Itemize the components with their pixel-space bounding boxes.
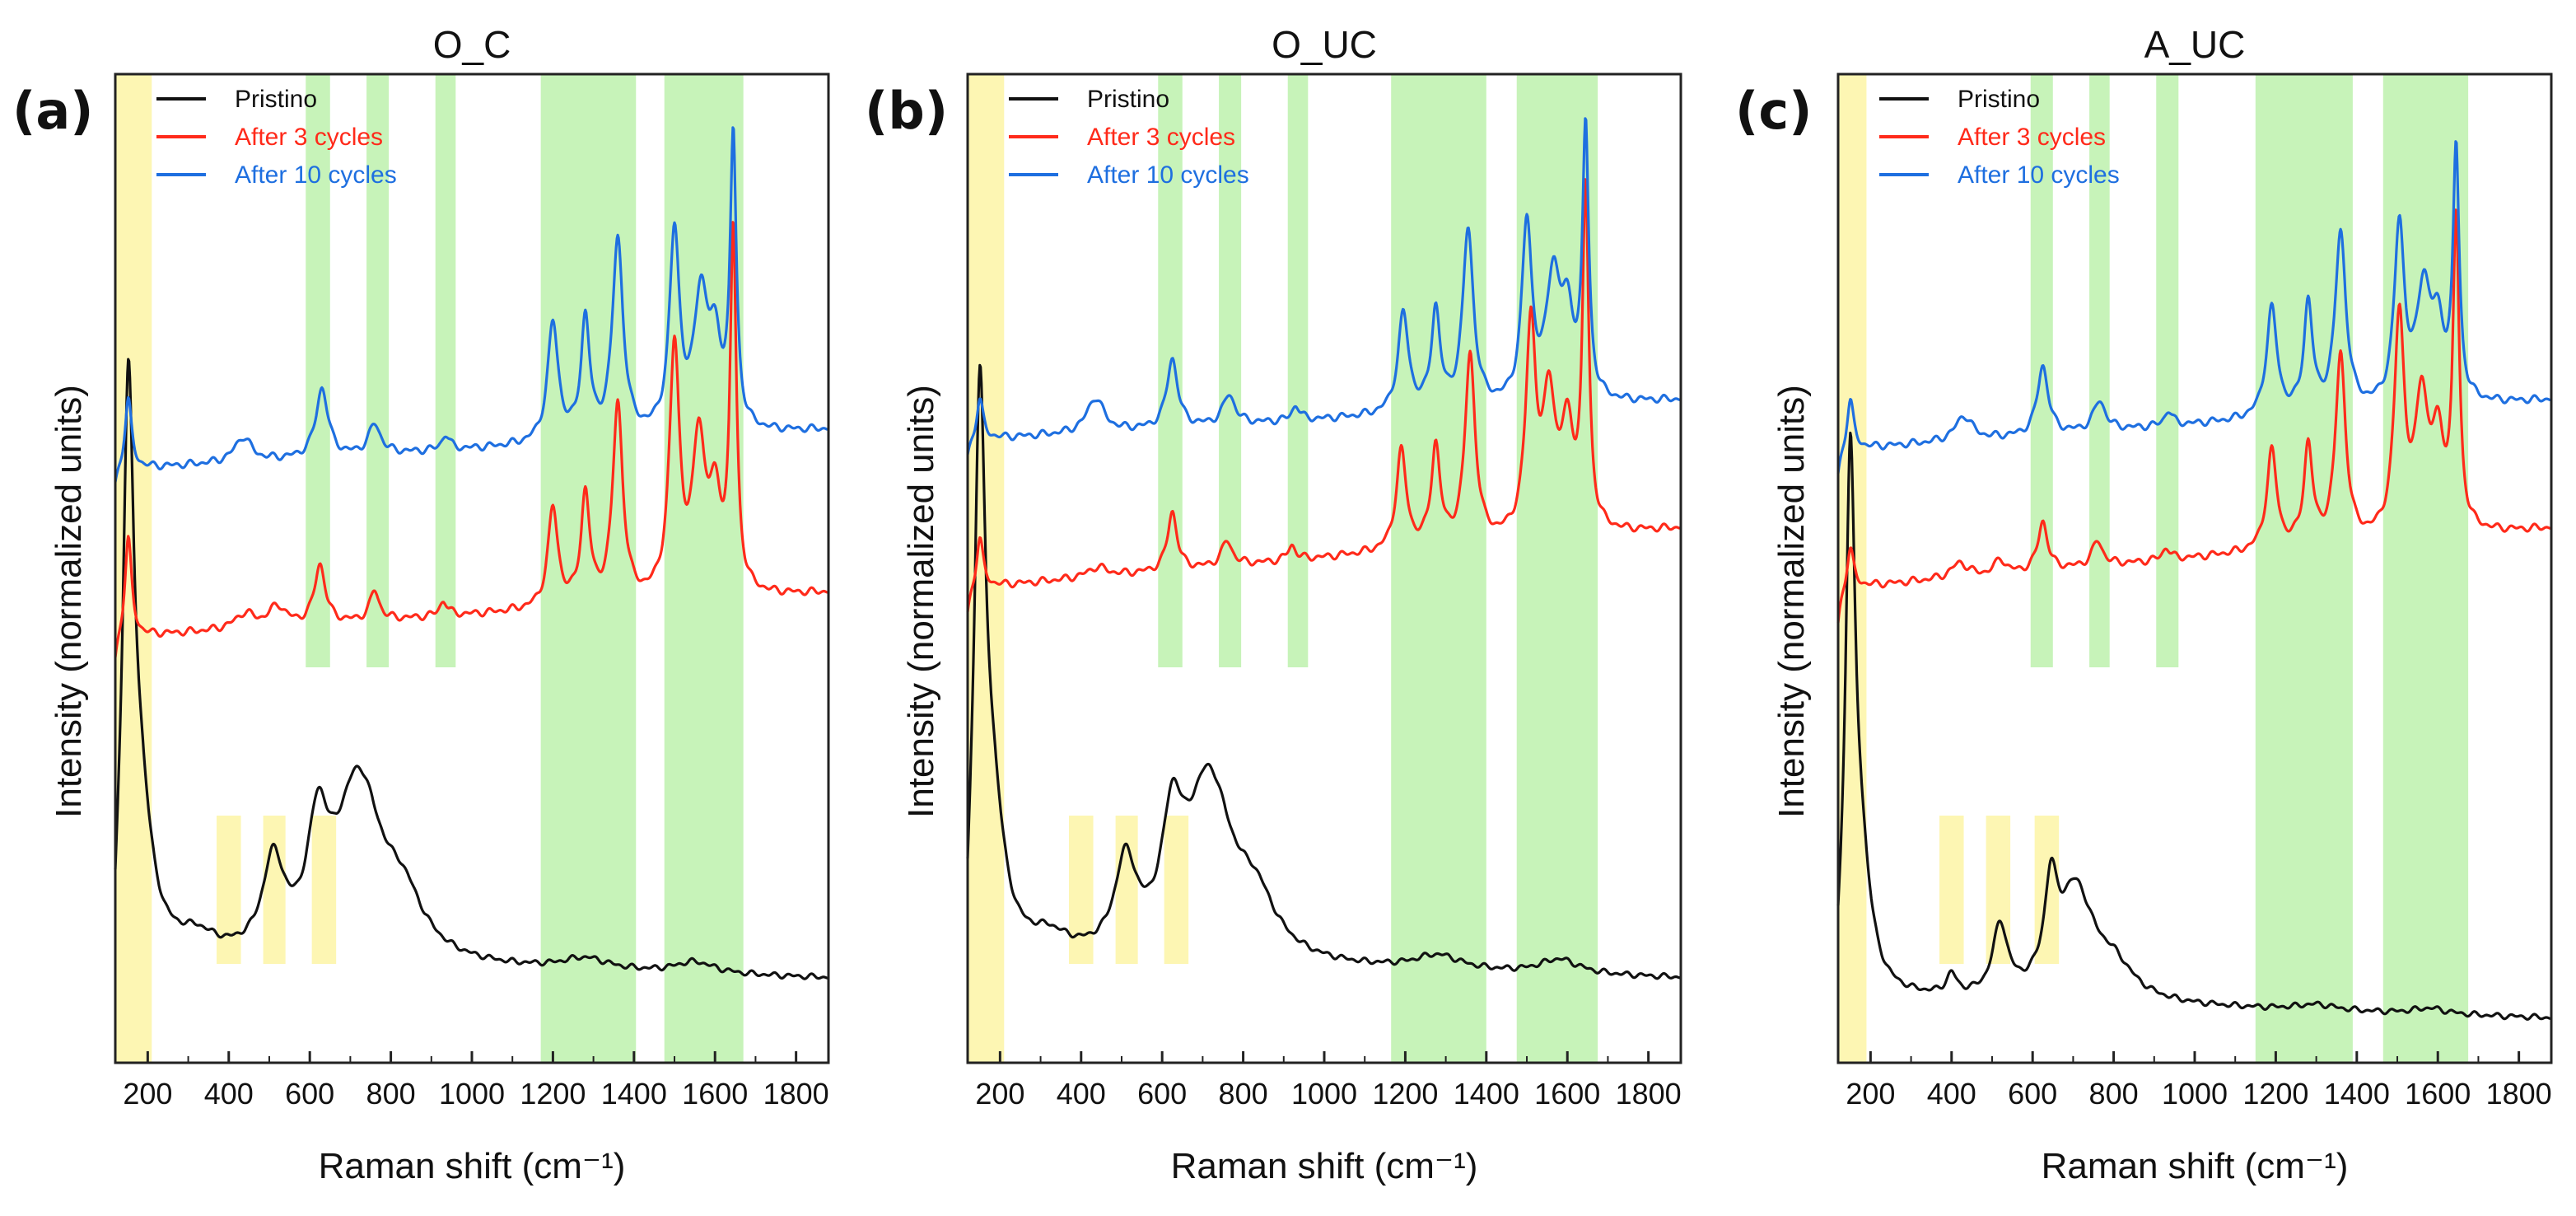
- legend: Pristino After 3 cycles After 10 cycles: [1879, 86, 2120, 189]
- x-tick-label: 1400: [1454, 1077, 1519, 1111]
- y-axis-title: Intensity (normalized units): [49, 385, 89, 818]
- series-line-after-10-cycles: [114, 126, 829, 483]
- yellow-band: [1939, 816, 1964, 964]
- x-axis-ticks: 200 400 600 800 1000 1200 1400 1600 1800: [975, 1051, 1682, 1111]
- legend-label: After 10 cycles: [1087, 161, 1249, 189]
- legend-label: After 3 cycles: [1087, 124, 1235, 151]
- panel-b: 200 400 600 800 1000 1200 1400 1600 1800 O_UC (b) R…: [865, 23, 1682, 1186]
- x-tick-label: 800: [1219, 1077, 1268, 1111]
- x-axis-ticks: 200 400 600 800 1000 1200 1400 1600 1800: [1846, 1051, 2552, 1111]
- legend-label: After 3 cycles: [1958, 124, 2106, 151]
- legend: Pristino After 3 cycles After 10 cycles: [156, 86, 397, 189]
- series-line-after-10-cycles: [1836, 140, 2552, 474]
- x-tick-label: 1000: [2162, 1077, 2228, 1111]
- panel-letter: (c): [1735, 81, 1812, 141]
- green-band: [2089, 74, 2110, 667]
- green-band: [1391, 74, 1486, 1063]
- x-tick-label: 1800: [2486, 1077, 2552, 1111]
- x-tick-label: 200: [1846, 1077, 1895, 1111]
- yellow-band: [217, 816, 241, 964]
- panel-c: 200 400 600 800 1000 1200 1400 1600 1800 A_UC (c) R…: [1735, 23, 2553, 1186]
- x-tick-label: 400: [204, 1077, 254, 1111]
- x-tick-label: 200: [975, 1077, 1024, 1111]
- x-axis-title: Raman shift (cm⁻¹): [319, 1146, 626, 1186]
- legend-label: After 10 cycles: [235, 161, 397, 189]
- series-line-pristino: [114, 358, 829, 980]
- legend-label: Pristino: [1087, 86, 1169, 113]
- x-tick-label: 1000: [439, 1077, 505, 1111]
- series-line-pristino: [1836, 431, 2552, 1021]
- y-axis-title: Intensity (normalized units): [1771, 385, 1812, 818]
- series-line-pristino: [966, 363, 1682, 980]
- panel-letter: (b): [865, 81, 948, 141]
- series-line-after-3-cycles: [114, 221, 829, 658]
- legend-label: After 3 cycles: [235, 124, 383, 151]
- green-band: [1219, 74, 1242, 667]
- x-tick-label: 600: [285, 1077, 334, 1111]
- x-tick-label: 1600: [682, 1077, 748, 1111]
- yellow-band: [1115, 816, 1138, 964]
- panel-title: A_UC: [2144, 23, 2246, 66]
- x-axis-title: Raman shift (cm⁻¹): [1171, 1146, 1478, 1186]
- legend-label: After 10 cycles: [1958, 161, 2120, 189]
- x-tick-label: 400: [1927, 1077, 1976, 1111]
- legend-label: Pristino: [235, 86, 317, 113]
- green-band: [435, 74, 456, 667]
- x-tick-label: 1200: [520, 1077, 586, 1111]
- x-tick-label: 1200: [1372, 1077, 1438, 1111]
- yellow-band: [311, 816, 337, 964]
- x-tick-label: 200: [123, 1077, 172, 1111]
- panel-a: 200 400 600 800 1000 1200 1400 1600 1800 O_C (a) Ra…: [12, 23, 830, 1186]
- panel-letter: (a): [12, 81, 94, 141]
- x-tick-label: 1000: [1291, 1077, 1357, 1111]
- green-band: [2156, 74, 2179, 667]
- legend: Pristino After 3 cycles After 10 cycles: [1009, 86, 1249, 189]
- x-tick-label: 1400: [601, 1077, 667, 1111]
- series-line-after-10-cycles: [966, 117, 1682, 456]
- x-tick-label: 400: [1057, 1077, 1106, 1111]
- series-line-after-3-cycles: [1836, 208, 2552, 624]
- x-tick-label: 1800: [763, 1077, 829, 1111]
- green-band: [540, 74, 637, 1063]
- green-band: [2255, 74, 2353, 1063]
- x-tick-label: 1600: [1534, 1077, 1600, 1111]
- yellow-band: [1164, 816, 1189, 964]
- x-tick-label: 1400: [2324, 1077, 2390, 1111]
- panel-title: O_UC: [1272, 23, 1377, 66]
- x-tick-label: 600: [2008, 1077, 2057, 1111]
- x-tick-label: 600: [1137, 1077, 1187, 1111]
- x-axis-title: Raman shift (cm⁻¹): [2042, 1146, 2349, 1186]
- x-tick-label: 1600: [2405, 1077, 2471, 1111]
- yellow-band: [1838, 74, 1867, 1063]
- y-axis-title: Intensity (normalized units): [901, 385, 941, 818]
- green-band: [366, 74, 390, 667]
- x-tick-label: 1800: [1616, 1077, 1682, 1111]
- series-line-after-3-cycles: [966, 178, 1682, 613]
- x-tick-label: 1200: [2242, 1077, 2308, 1111]
- yellow-band: [263, 816, 286, 964]
- x-tick-label: 800: [366, 1077, 416, 1111]
- legend-label: Pristino: [1958, 86, 2040, 113]
- green-band: [1287, 74, 1309, 667]
- x-tick-label: 800: [2089, 1077, 2139, 1111]
- panel-title: O_C: [433, 23, 511, 66]
- yellow-band: [1069, 816, 1094, 964]
- x-axis-ticks: 200 400 600 800 1000 1200 1400 1600 1800: [123, 1051, 829, 1111]
